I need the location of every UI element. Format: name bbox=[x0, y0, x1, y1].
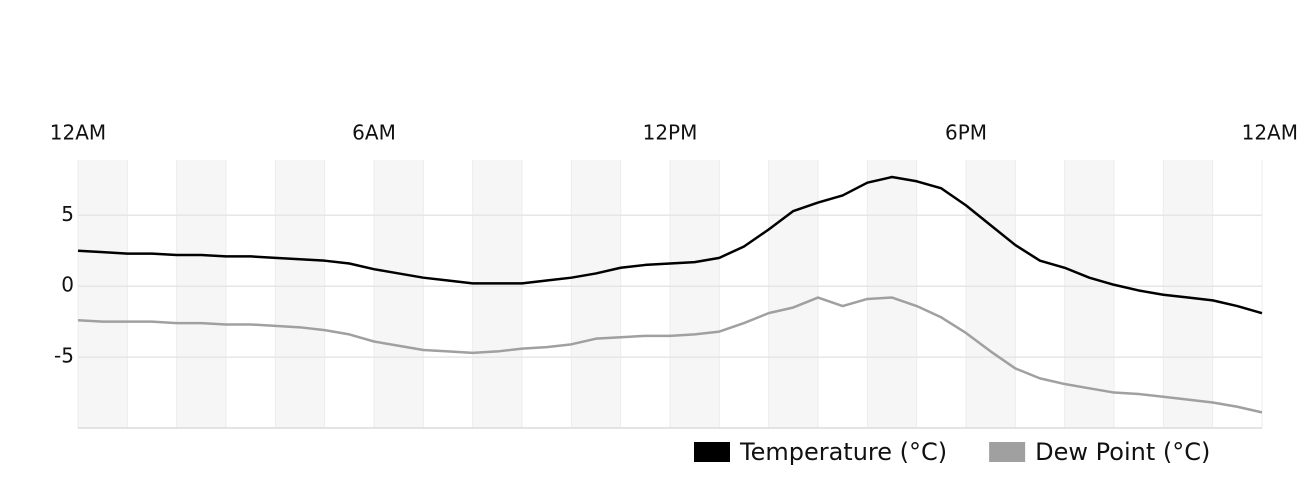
x-tick-label: 12AM bbox=[50, 121, 106, 145]
hour-band bbox=[1163, 160, 1213, 428]
legend-swatch bbox=[989, 442, 1026, 462]
legend-swatch bbox=[694, 442, 730, 462]
y-tick-label: -5 bbox=[54, 344, 74, 368]
series-line bbox=[77, 296, 1263, 414]
hour-band bbox=[768, 160, 818, 428]
hour-band bbox=[78, 160, 128, 428]
legend-label: Dew Point (°C) bbox=[1035, 438, 1210, 466]
hour-band bbox=[867, 160, 917, 428]
x-tick-label: 6PM bbox=[945, 121, 987, 145]
hour-band bbox=[571, 160, 621, 428]
hour-band bbox=[176, 160, 226, 428]
x-tick-label: 12PM bbox=[643, 121, 698, 145]
hour-band bbox=[1064, 160, 1114, 428]
hour-band bbox=[966, 160, 1016, 428]
hour-band bbox=[670, 160, 720, 428]
hour-band bbox=[374, 160, 424, 428]
hour-band bbox=[472, 160, 522, 428]
hour-band bbox=[275, 160, 325, 428]
y-tick-label: 5 bbox=[61, 202, 74, 226]
x-tick-label: 6AM bbox=[352, 121, 396, 145]
x-tick-label: 12AM bbox=[1242, 121, 1298, 145]
legend-label: Temperature (°C) bbox=[739, 438, 947, 466]
series-line bbox=[77, 175, 1263, 315]
y-tick-label: 0 bbox=[61, 273, 74, 297]
